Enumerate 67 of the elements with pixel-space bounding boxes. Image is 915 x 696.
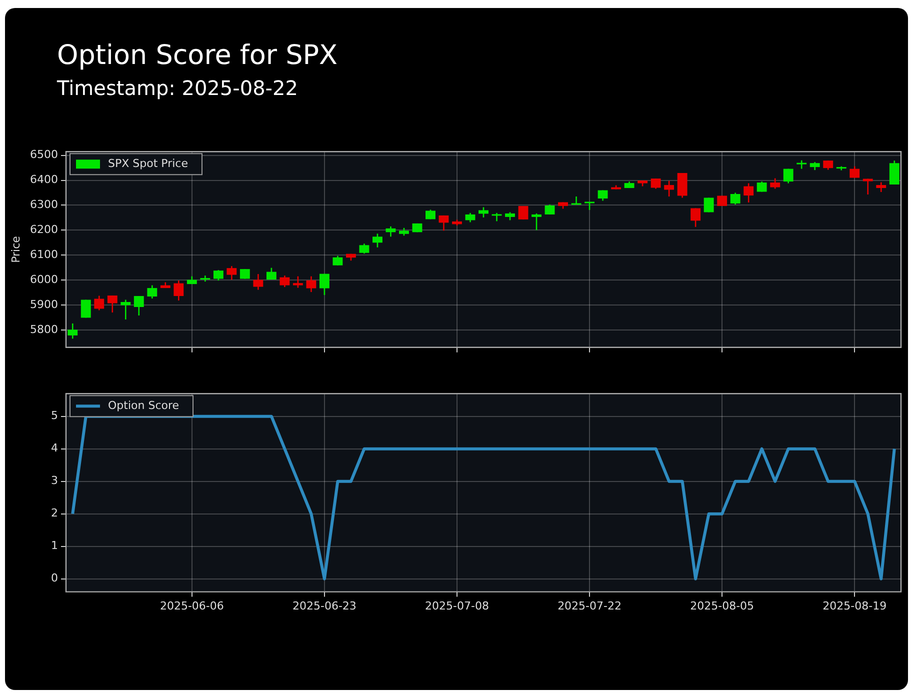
candlestick: [677, 172, 688, 198]
candlestick: [372, 233, 382, 248]
candlestick: [319, 273, 330, 296]
candlestick: [134, 295, 144, 316]
candlestick: [783, 168, 794, 184]
x-tick-label: 2025-08-19: [822, 599, 887, 612]
candlestick: [147, 284, 158, 300]
x-tick-label: 2025-06-06: [160, 599, 224, 612]
candlestick: [532, 212, 542, 231]
legend-label: Option Score: [108, 398, 180, 412]
candlestick: [664, 180, 674, 198]
candlestick: [876, 182, 886, 193]
y-tick-label: 6300: [30, 198, 58, 212]
candlestick: [174, 280, 184, 302]
candlestick: [107, 294, 118, 314]
candlestick: [730, 192, 740, 206]
y-tick-label: 0: [51, 572, 58, 585]
chart-subtitle: Timestamp: 2025-08-22: [57, 76, 298, 100]
y-tick-label: 6000: [30, 272, 58, 286]
y-tick-label: 3: [51, 474, 58, 488]
candlestick: [650, 178, 661, 190]
candlestick: [571, 196, 582, 206]
candlestick: [704, 197, 714, 213]
candlestick: [280, 274, 290, 288]
y-tick-label: 5900: [30, 298, 58, 311]
candlestick: [68, 322, 78, 340]
y-tick-label: 6100: [30, 248, 58, 261]
candlestick: [862, 178, 873, 196]
y-tick-label: 5: [51, 409, 58, 422]
candlestick: [332, 255, 343, 266]
candlestick: [690, 208, 701, 228]
x-tick-label: 2025-07-22: [558, 599, 622, 612]
candlestick: [253, 273, 264, 290]
x-tick-label: 2025-06-23: [292, 599, 356, 612]
candlestick: [240, 268, 250, 280]
candlestick: [518, 205, 528, 220]
candlestick: [438, 214, 449, 232]
candlestick: [492, 212, 502, 222]
candlestick: [478, 206, 488, 218]
y-tick-label: 6500: [30, 148, 58, 162]
candlestick: [306, 276, 316, 293]
y-axis-title: Price: [9, 236, 22, 263]
y-tick-label: 6400: [30, 173, 58, 186]
candlestick: [359, 242, 370, 254]
candlestick: [292, 276, 303, 288]
candlestick: [756, 180, 767, 192]
candlestick: [717, 195, 728, 207]
candlestick: [744, 182, 754, 204]
y-tick-label: 1: [51, 539, 58, 552]
candlestick: [544, 204, 555, 216]
y-tick-label: 5800: [30, 322, 58, 336]
chart-title: Option Score for SPX: [57, 40, 338, 71]
y-tick-label: 6200: [30, 223, 58, 236]
x-tick-label: 2025-08-05: [690, 599, 754, 612]
candlestick: [465, 212, 476, 223]
candlestick: [213, 269, 224, 282]
candlestick: [889, 160, 900, 186]
candlestick: [823, 160, 834, 170]
candlestick: [770, 178, 780, 190]
candlestick: [850, 166, 860, 178]
y-tick-label: 2: [51, 506, 58, 520]
candlestick: [120, 299, 131, 320]
candlestick: [226, 265, 237, 280]
x-tick-label: 2025-07-08: [425, 599, 489, 612]
y-tick-label: 4: [51, 442, 58, 455]
legend-label: SPX Spot Price: [108, 156, 188, 170]
candlestick: [94, 295, 104, 311]
